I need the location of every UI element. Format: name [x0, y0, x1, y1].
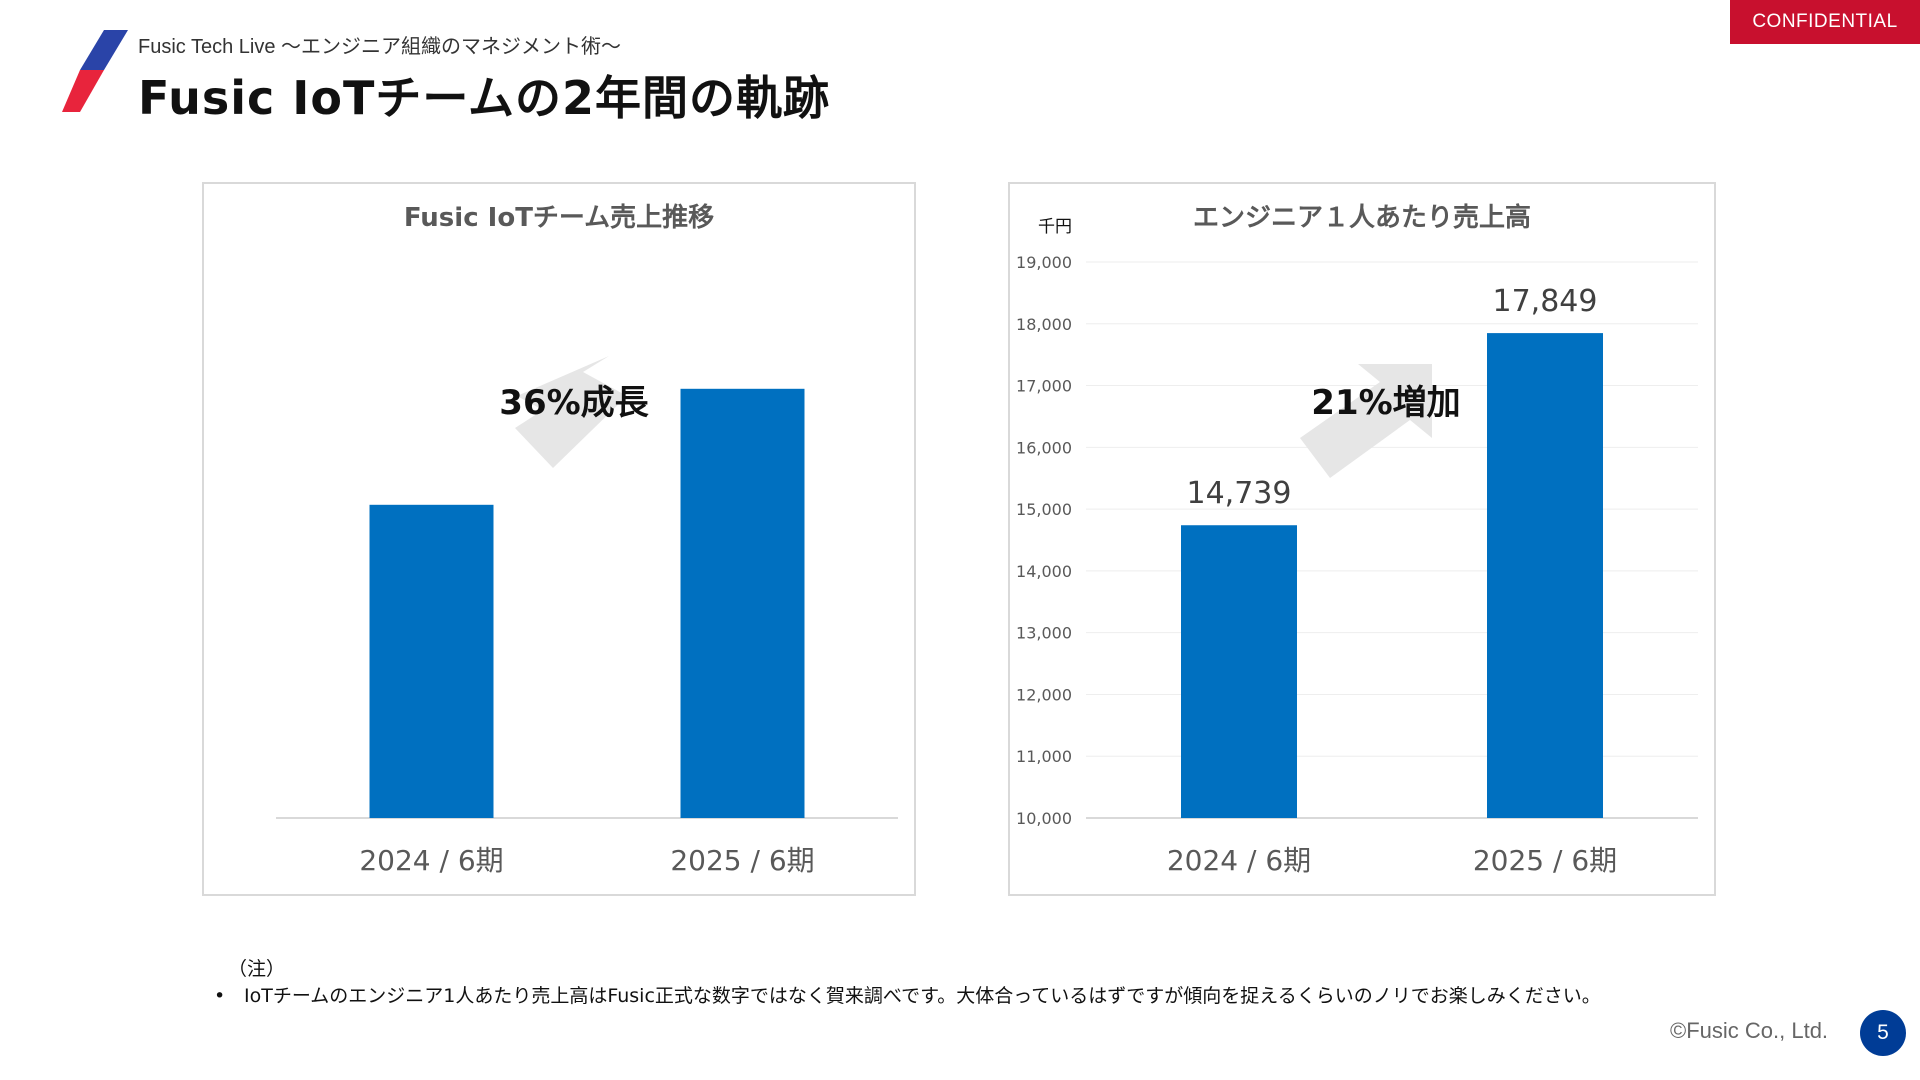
y-tick-label: 15,000	[1016, 500, 1072, 519]
sales-per-engineer-chart-svg: エンジニア１人あたり売上高 千円 10,000 11,000 12,000 13,000 1…	[1016, 202, 1698, 877]
logo-red-stripe	[62, 70, 104, 112]
x-tick-label: 2025 / 6期	[670, 844, 814, 877]
y-tick-label: 17,000	[1016, 377, 1072, 396]
presentation-subtitle: Fusic Tech Live 〜エンジニア組織のマネジメント術〜	[138, 36, 622, 58]
note-text: IoTチームのエンジニア1人あたり売上高はFusic正式な数字ではなく賀来調べで…	[244, 985, 1601, 1007]
fusic-logo-mark	[62, 30, 128, 112]
bar	[1181, 525, 1297, 818]
y-tick-label: 10,000	[1016, 809, 1072, 828]
x-tick-label: 2025 / 6期	[1473, 844, 1617, 877]
data-label: 17,849	[1493, 284, 1598, 319]
chart-title: エンジニア１人あたり売上高	[1193, 202, 1531, 233]
bar	[680, 388, 805, 818]
y-tick-label: 13,000	[1016, 624, 1072, 643]
increase-arrow	[1300, 364, 1432, 478]
y-tick-label: 19,000	[1016, 253, 1072, 272]
sales-per-engineer-chart: エンジニア１人あたり売上高 千円 10,000 11,000 12,000 13,000 1…	[1008, 182, 1716, 896]
page-number-badge: 5	[1860, 1010, 1906, 1056]
growth-annotation: 36%成長	[499, 383, 649, 423]
sales-trend-chart-svg: Fusic IoTチーム売上推移 2024 / 6期 2025 / 6期 36%成長	[276, 203, 898, 877]
data-label: 14,739	[1187, 476, 1292, 511]
x-tick-label: 2024 / 6期	[1167, 844, 1311, 877]
growth-arrow	[515, 356, 627, 468]
copyright: ©Fusic Co., Ltd.	[1670, 1018, 1829, 1043]
bar	[1487, 333, 1603, 818]
confidential-badge: CONFIDENTIAL	[1730, 0, 1920, 44]
note-heading: （注）	[228, 958, 286, 980]
y-tick-label: 11,000	[1016, 747, 1072, 766]
y-tick-label: 14,000	[1016, 562, 1072, 581]
note-item: • IoTチームのエンジニア1人あたり売上高はFusic正式な数字ではなく賀来調べ…	[214, 981, 1601, 1008]
x-tick-label: 2024 / 6期	[359, 844, 503, 877]
logo-blue-stripe	[80, 30, 128, 70]
sales-trend-chart: Fusic IoTチーム売上推移 2024 / 6期 2025 / 6期 36%成長	[202, 182, 916, 896]
bar	[369, 504, 494, 818]
slide-title: Fusic IoTチームの2年間の軌跡	[138, 71, 831, 125]
note-bullet: •	[214, 985, 226, 1007]
increase-annotation: 21%増加	[1311, 383, 1460, 423]
y-tick-label: 16,000	[1016, 438, 1072, 457]
y-tick-label: 12,000	[1016, 685, 1072, 704]
y-tick-label: 18,000	[1016, 315, 1072, 334]
unit-label: 千円	[1038, 217, 1072, 237]
chart-title: Fusic IoTチーム売上推移	[404, 203, 714, 233]
